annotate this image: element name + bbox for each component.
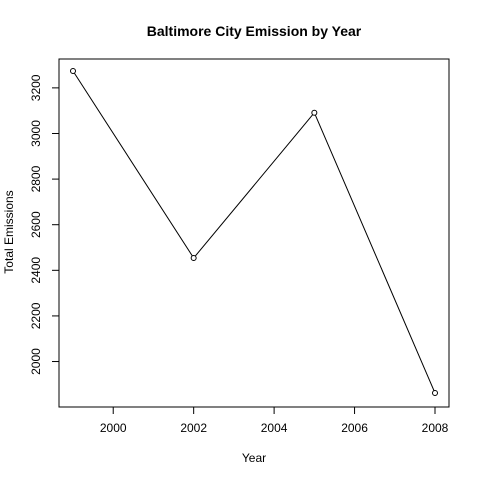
y-tick-label: 3200 <box>29 74 43 101</box>
series-layer <box>70 68 438 396</box>
x-axis-label: Year <box>242 451 266 465</box>
data-point <box>311 109 318 116</box>
y-tick-label: 2600 <box>29 211 43 238</box>
y-tick-label: 2000 <box>29 348 43 375</box>
x-tick-label: 2002 <box>180 421 207 435</box>
plot-frame <box>58 58 450 408</box>
y-axis-label: Total Emissions <box>2 190 16 273</box>
x-tick-label: 2000 <box>100 421 127 435</box>
x-tick-label: 2008 <box>422 421 449 435</box>
data-point <box>190 254 197 261</box>
y-axis: 2000 2200 2400 2600 2800 3000 3200 <box>29 74 59 375</box>
series-line <box>72 70 436 394</box>
y-tick-label: 2800 <box>29 165 43 192</box>
data-point <box>70 68 76 74</box>
y-tick-label: 2400 <box>29 257 43 284</box>
x-axis: 2000 2002 2004 2006 2008 <box>100 407 449 435</box>
chart-title: Baltimore City Emission by Year <box>147 23 362 39</box>
x-tick-label: 2004 <box>261 421 288 435</box>
y-tick-label: 2200 <box>29 302 43 329</box>
x-tick-label: 2006 <box>341 421 368 435</box>
y-tick-label: 3000 <box>29 120 43 147</box>
data-point <box>432 390 438 396</box>
